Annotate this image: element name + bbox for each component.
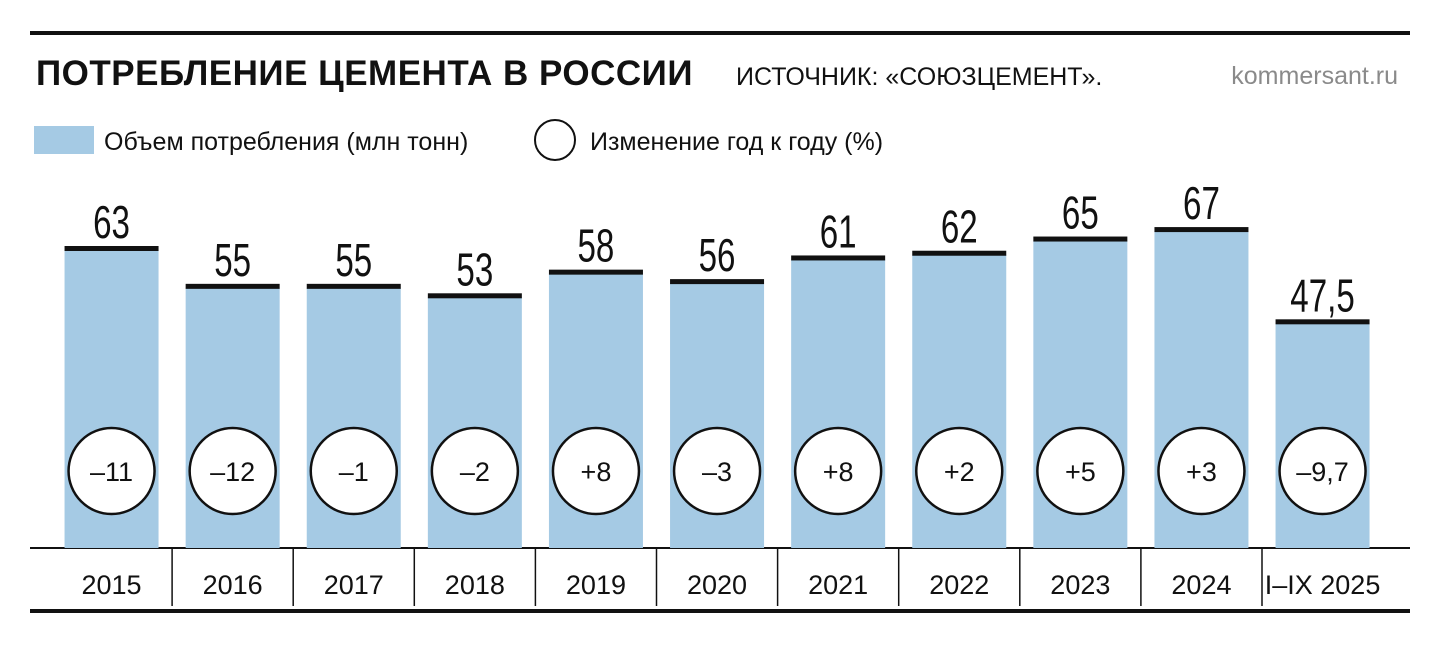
- bar-cap-4: [427, 293, 522, 299]
- bar-value-label-3: 55: [335, 236, 372, 286]
- change-value-label-8: +2: [944, 457, 975, 487]
- x-tick-label-5: 2019: [566, 570, 626, 600]
- bar-value-label-8: 62: [941, 203, 978, 253]
- x-tick-label-11: I–IX 2025: [1265, 570, 1381, 600]
- x-tick-label-9: 2023: [1050, 570, 1110, 600]
- bar-cap-6: [670, 279, 765, 285]
- change-value-label-3: –1: [339, 457, 369, 487]
- bar-cap-11: [1275, 319, 1370, 325]
- change-value-label-2: –12: [210, 457, 255, 487]
- source-note: ИСТОЧНИК: «СОЮЗЦЕМЕНТ».: [736, 63, 1103, 91]
- x-tick-label-2: 2016: [203, 570, 263, 600]
- bar-cap-3: [306, 283, 401, 289]
- bar-value-label-4: 53: [456, 245, 493, 295]
- change-circle-9: [1036, 426, 1125, 516]
- legend-change-circle-icon: [534, 119, 576, 161]
- change-value-label-9: +5: [1065, 457, 1096, 487]
- change-circle-3: [309, 426, 398, 516]
- bar-cap-8: [912, 250, 1007, 256]
- bottom-rule: [30, 609, 1410, 613]
- bar-cap-10: [1154, 227, 1249, 233]
- bar-value-label-9: 65: [1062, 188, 1099, 238]
- bar-value-label-10: 67: [1183, 179, 1220, 229]
- top-rule: [30, 31, 1410, 35]
- x-tick-label-10: 2024: [1171, 570, 1231, 600]
- change-circle-2: [188, 426, 277, 516]
- change-circle-10: [1157, 426, 1246, 516]
- brand-label: kommersant.ru: [1231, 62, 1398, 90]
- change-circle-6: [672, 426, 762, 516]
- bar-value-label-5: 58: [578, 221, 615, 271]
- legend-change-label: Изменение год к году (%): [590, 128, 884, 156]
- change-value-label-10: +3: [1186, 457, 1217, 487]
- change-value-label-6: –3: [702, 457, 732, 487]
- change-value-label-4: –2: [460, 457, 490, 487]
- change-circle-8: [915, 426, 1004, 516]
- change-circle-1: [67, 426, 156, 516]
- bar-cap-1: [64, 246, 159, 251]
- bar-cap-2: [185, 283, 280, 289]
- bar-value-label-7: 61: [820, 207, 857, 257]
- change-value-label-5: +8: [581, 457, 612, 487]
- x-tick-label-7: 2021: [808, 570, 868, 600]
- bar-value-label-6: 56: [699, 231, 736, 281]
- bar-value-label-11: 47,5: [1290, 271, 1354, 321]
- chart-title: ПОТРЕБЛЕНИЕ ЦЕМЕНТА В РОССИИ: [36, 54, 693, 93]
- change-circle-11: [1278, 426, 1367, 516]
- bar-value-label-2: 55: [214, 236, 251, 286]
- change-value-label-7: +8: [823, 457, 854, 487]
- change-circle-4: [430, 426, 520, 516]
- bar-value-label-1: 63: [93, 198, 130, 248]
- x-tick-label-1: 2015: [82, 570, 142, 600]
- legend-volume-label: Объем потребления (млн тонн): [104, 128, 469, 156]
- x-tick-label-6: 2020: [687, 570, 747, 600]
- change-value-label-1: –11: [90, 457, 133, 487]
- x-tick-label-3: 2017: [324, 570, 384, 600]
- change-circle-7: [793, 426, 883, 516]
- legend-volume-swatch: [34, 126, 94, 154]
- change-value-label-11: –9,7: [1296, 457, 1349, 487]
- bar-cap-9: [1033, 236, 1128, 242]
- x-tick-label-8: 2022: [929, 570, 989, 600]
- change-circle-5: [551, 426, 641, 516]
- bar-cap-5: [548, 269, 643, 275]
- x-tick-label-4: 2018: [445, 570, 505, 600]
- bar-cap-7: [791, 255, 886, 261]
